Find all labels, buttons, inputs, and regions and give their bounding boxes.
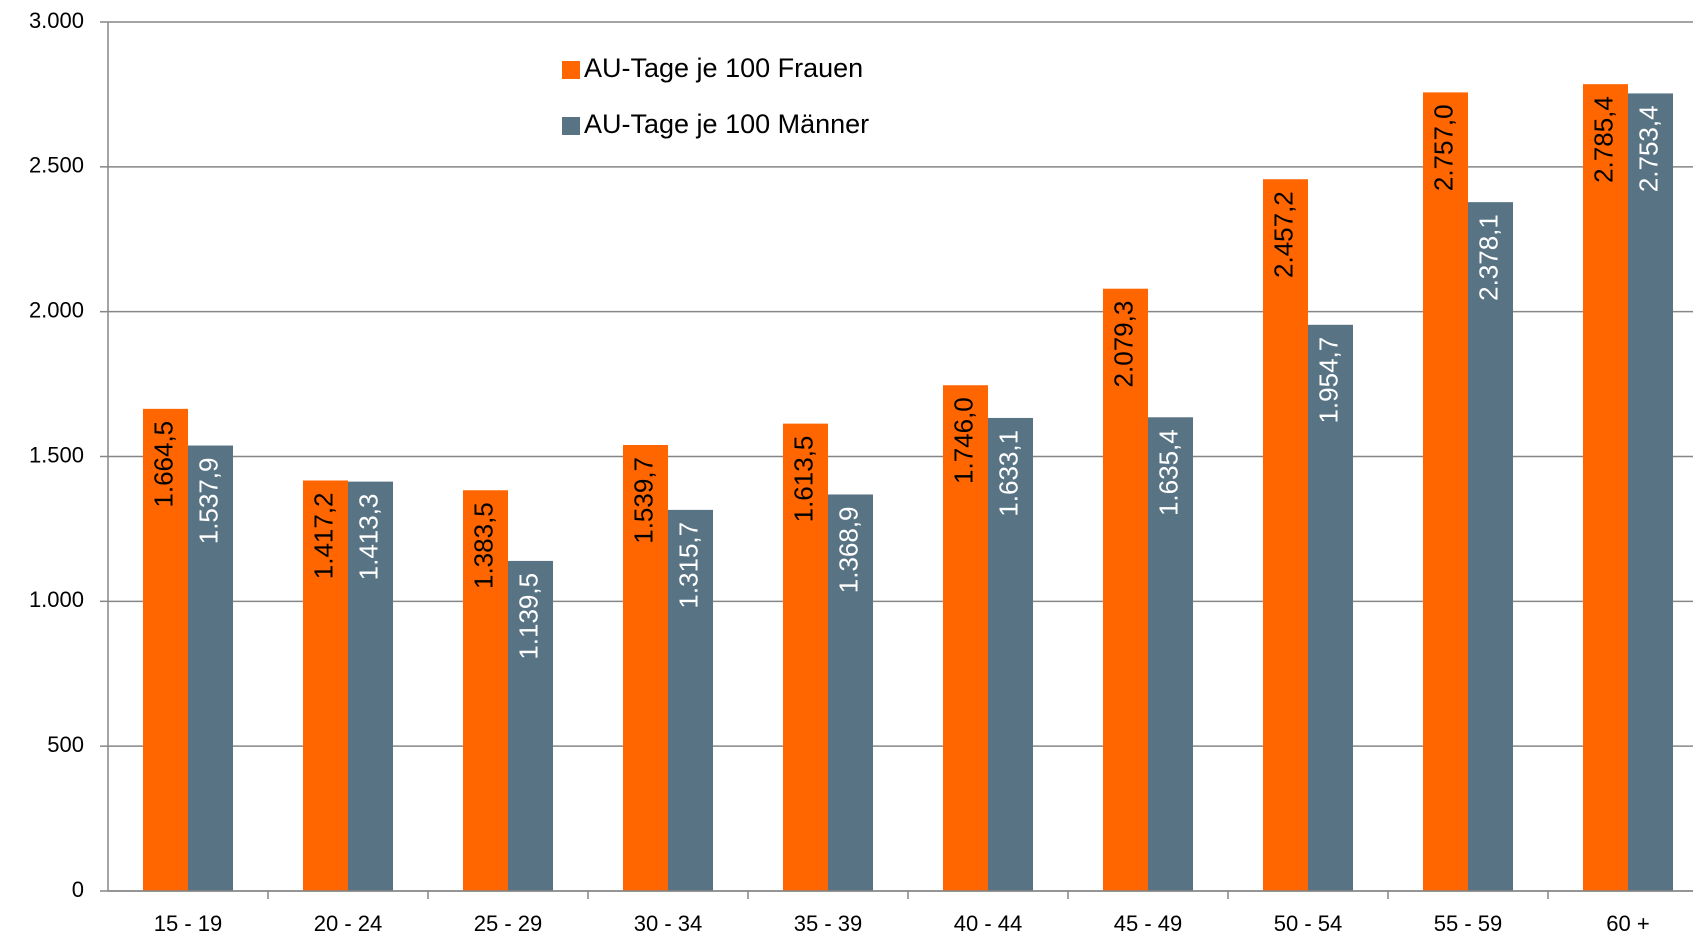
x-tick-label: 60 + xyxy=(1606,911,1649,936)
data-label: 2.457,2 xyxy=(1268,191,1298,278)
bar xyxy=(828,494,873,891)
data-label: 1.954,7 xyxy=(1313,337,1343,424)
y-tick-label: 2.500 xyxy=(29,153,84,178)
data-label: 1.417,2 xyxy=(308,492,338,579)
x-tick-label: 30 - 34 xyxy=(634,911,703,936)
bar xyxy=(668,509,713,891)
x-tick-label: 25 - 29 xyxy=(474,911,543,936)
data-label: 1.539,7 xyxy=(628,457,658,544)
bar xyxy=(623,445,668,891)
bar xyxy=(1423,92,1468,892)
data-label: 2.753,4 xyxy=(1633,105,1663,192)
data-label: 2.378,1 xyxy=(1473,214,1503,301)
x-tick-label: 40 - 44 xyxy=(954,911,1023,936)
data-label: 1.537,9 xyxy=(193,458,223,545)
data-label: 1.664,5 xyxy=(148,421,178,508)
bar xyxy=(1103,288,1148,891)
data-label: 1.368,9 xyxy=(833,506,863,593)
bar xyxy=(508,560,553,891)
bar xyxy=(143,408,188,891)
data-label: 1.613,5 xyxy=(788,436,818,523)
bar xyxy=(1628,93,1673,891)
x-tick-label: 55 - 59 xyxy=(1434,911,1503,936)
data-label: 2.079,3 xyxy=(1108,301,1138,388)
bar xyxy=(943,385,988,891)
x-tick-label: 15 - 19 xyxy=(154,911,223,936)
data-label: 1.746,0 xyxy=(948,397,978,484)
y-tick-label: 500 xyxy=(47,732,84,757)
data-label: 1.635,4 xyxy=(1153,429,1183,516)
y-tick-label: 1.000 xyxy=(29,587,84,612)
y-tick-label: 0 xyxy=(72,877,84,902)
bar xyxy=(783,423,828,891)
y-tick-label: 2.000 xyxy=(29,297,84,322)
bar xyxy=(988,417,1033,891)
bar xyxy=(1583,84,1628,891)
bar xyxy=(1468,202,1513,892)
legend-label: AU-Tage je 100 Frauen xyxy=(584,53,863,83)
bar xyxy=(463,490,508,891)
x-tick-label: 35 - 39 xyxy=(794,911,863,936)
y-tick-label: 3.000 xyxy=(29,8,84,33)
legend-label: AU-Tage je 100 Männer xyxy=(584,109,869,139)
bar xyxy=(188,445,233,891)
bar xyxy=(1308,324,1353,891)
bar xyxy=(303,480,348,891)
legend-swatch xyxy=(562,61,580,79)
y-tick-label: 1.500 xyxy=(29,442,84,467)
x-tick-label: 20 - 24 xyxy=(314,911,383,936)
data-label: 1.413,3 xyxy=(353,494,383,581)
data-label: 1.139,5 xyxy=(513,573,543,660)
data-label: 1.383,5 xyxy=(468,502,498,589)
data-label: 2.785,4 xyxy=(1588,96,1618,183)
bar xyxy=(1263,179,1308,891)
data-label: 2.757,0 xyxy=(1428,104,1458,191)
data-label: 1.633,1 xyxy=(993,430,1023,517)
x-tick-label: 45 - 49 xyxy=(1114,911,1183,936)
x-tick-label: 50 - 54 xyxy=(1274,911,1343,936)
legend-swatch xyxy=(562,117,580,135)
bar xyxy=(348,481,393,891)
data-label: 1.315,7 xyxy=(673,522,703,609)
bar xyxy=(1148,417,1193,891)
